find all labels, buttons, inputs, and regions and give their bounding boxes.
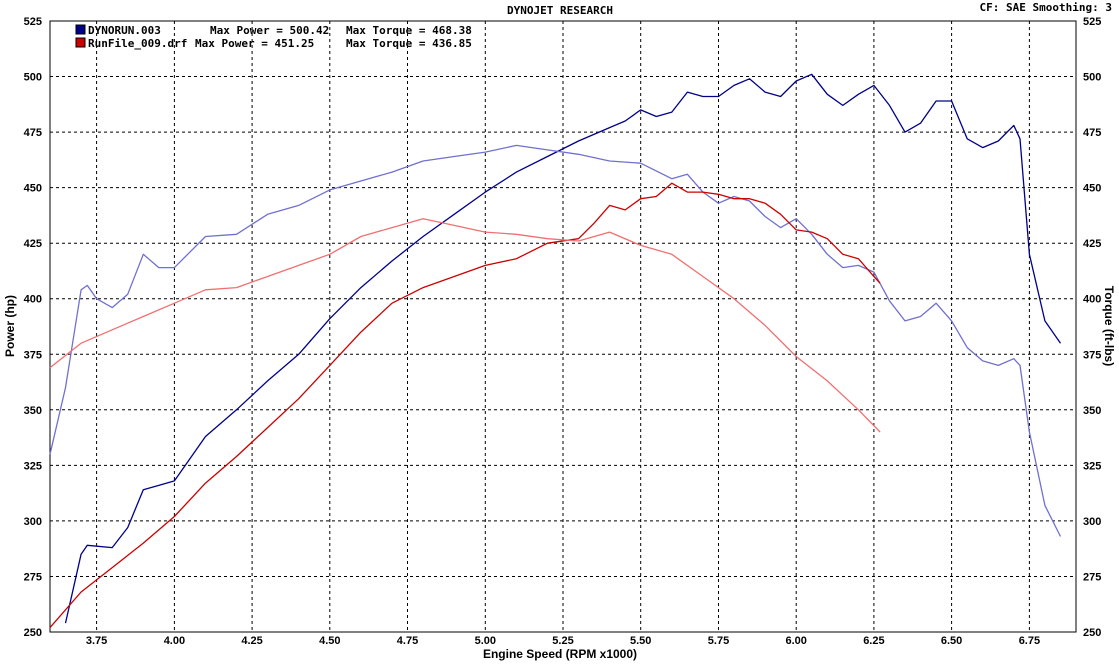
y-axis-left-ticks: 250 275 300 325 350 375 400 425 450 475 500 525 [24, 16, 42, 639]
legend-torque-dynorun: Max Torque = 468.38 [346, 24, 472, 37]
x-tick-label: 6.75 [1019, 635, 1040, 647]
x-tick-label: 5.50 [630, 635, 651, 647]
y-right-tick-label: 500 [1083, 72, 1101, 84]
x-tick-label: 5.75 [708, 635, 729, 647]
y-left-tick-label: 400 [24, 294, 42, 306]
y-right-tick-label: 400 [1083, 294, 1101, 306]
series-group [49, 73, 1062, 629]
legend-file-runfile: RunFile_009.drf [88, 37, 187, 50]
y-right-tick-label: 525 [1083, 16, 1101, 28]
y-left-tick-label: 525 [24, 16, 42, 28]
series-line-2 [49, 182, 881, 629]
chart-title: DYNOJET RESEARCH [507, 4, 613, 17]
y-right-tick-label: 425 [1083, 238, 1101, 250]
cf-smoothing-info: CF: SAE Smoothing: 3 [980, 1, 1112, 14]
legend-torque-runfile: Max Torque = 436.85 [346, 37, 472, 50]
y-left-tick-label: 475 [24, 127, 42, 139]
legend-power-runfile: Max Power = 451.25 [195, 37, 314, 50]
series-line-0 [64, 73, 1062, 624]
x-tick-label: 6.00 [785, 635, 806, 647]
y-left-tick-label: 350 [24, 405, 42, 417]
y-left-tick-label: 300 [24, 516, 42, 528]
y-axis-right-label: Torque (ft-lbs) [1102, 286, 1116, 366]
x-tick-label: 4.25 [241, 635, 262, 647]
y-right-tick-label: 475 [1083, 127, 1101, 139]
series-line-1 [49, 144, 1062, 537]
y-left-tick-label: 425 [24, 238, 42, 250]
x-tick-label: 3.75 [86, 635, 107, 647]
y-right-tick-label: 275 [1083, 572, 1101, 584]
x-tick-label: 4.75 [397, 635, 418, 647]
x-tick-label: 6.50 [941, 635, 962, 647]
y-left-tick-label: 250 [24, 627, 42, 639]
y-right-tick-label: 375 [1083, 349, 1101, 361]
legend-swatch-runfile [75, 37, 86, 48]
y-left-tick-label: 375 [24, 349, 42, 361]
legend-file-dynorun: DYNORUN.003 [88, 24, 161, 37]
x-tick-label: 5.00 [475, 635, 496, 647]
legend-power-dynorun: Max Power = 500.42 [210, 24, 329, 37]
y-left-tick-label: 450 [24, 183, 42, 195]
series-line-3 [49, 218, 881, 433]
x-axis-label: Engine Speed (RPM x1000) [483, 647, 637, 661]
y-right-tick-label: 450 [1083, 183, 1101, 195]
y-right-tick-label: 325 [1083, 460, 1101, 472]
y-left-tick-label: 500 [24, 72, 42, 84]
x-tick-label: 4.50 [319, 635, 340, 647]
grid-lines [50, 21, 1076, 632]
legend: DYNORUN.003 Max Power = 500.42 Max Torqu… [75, 24, 472, 50]
y-axis-right-ticks: 250 275 300 325 350 375 400 425 450 475 500 525 [1083, 16, 1101, 639]
y-left-tick-label: 275 [24, 572, 42, 584]
x-axis-ticks: 3.75 4.00 4.25 4.50 4.75 5.00 5.25 5.50 5.75 6.00… [86, 635, 1040, 647]
x-tick-label: 4.00 [164, 635, 185, 647]
y-right-tick-label: 350 [1083, 405, 1101, 417]
y-axis-left-label: Power (hp) [3, 295, 17, 357]
y-right-tick-label: 300 [1083, 516, 1101, 528]
x-tick-label: 5.25 [552, 635, 573, 647]
y-right-tick-label: 250 [1083, 627, 1101, 639]
y-left-tick-label: 325 [24, 460, 42, 472]
x-tick-label: 6.25 [863, 635, 884, 647]
plot-area [49, 20, 1077, 633]
legend-swatch-dynorun [75, 24, 86, 35]
